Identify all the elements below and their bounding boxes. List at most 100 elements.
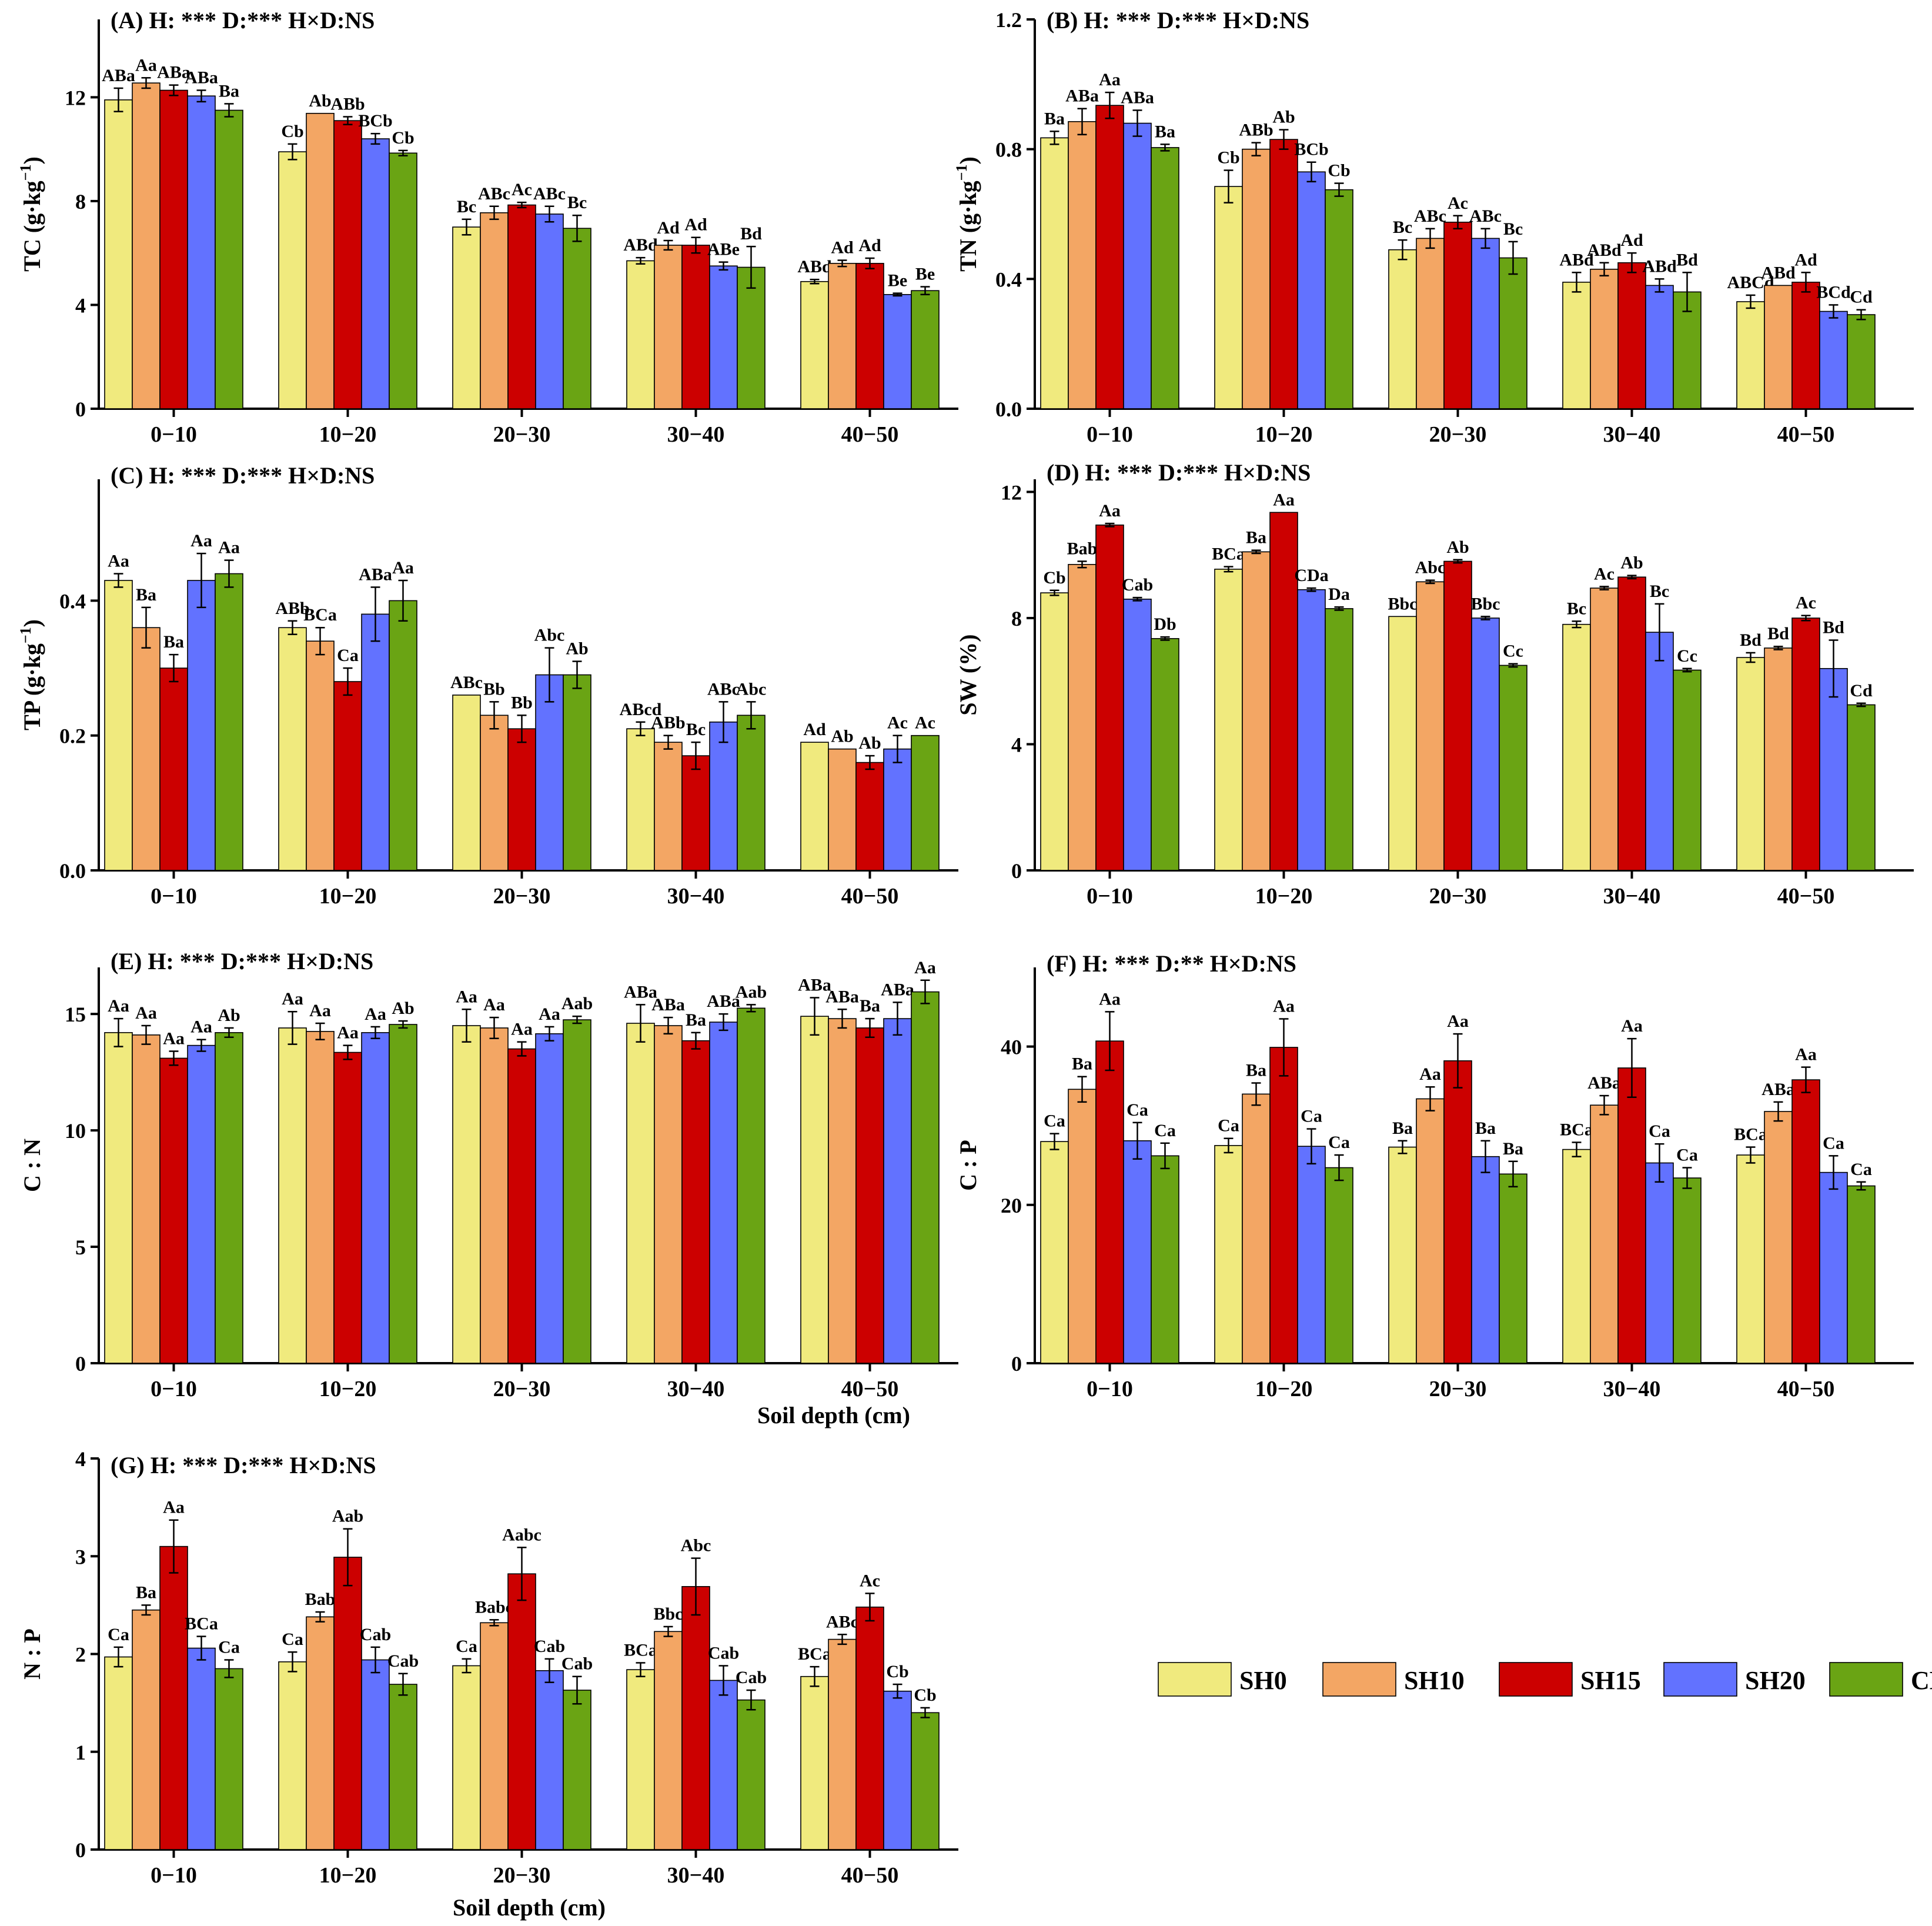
error-bar — [1077, 560, 1087, 569]
y-tick-label: 3 — [75, 1545, 86, 1568]
bar-f-sh20 — [1645, 1162, 1674, 1364]
significance-label: Aa — [1447, 1012, 1469, 1031]
bar-c-sh20 — [361, 613, 390, 871]
panel-c: 0.00.20.4TP (g·kg−1)(C) H: *** D:*** H×D… — [17, 462, 958, 909]
significance-label: Ba — [136, 585, 156, 605]
x-tick-label: 20−30 — [493, 884, 551, 909]
error-bar — [1682, 667, 1692, 673]
bar-e-sh10 — [480, 1027, 509, 1364]
bar-c-ck — [911, 735, 940, 871]
bar-f-sh0 — [1736, 1154, 1765, 1364]
bar-a-sh15 — [681, 245, 710, 409]
bar-b-sh20 — [1471, 238, 1500, 409]
error-bar — [1508, 663, 1518, 668]
y-tick-label: 12 — [65, 86, 86, 109]
bar-a-sh15 — [159, 89, 188, 409]
error-bar — [196, 1039, 206, 1052]
significance-label: Aa — [511, 1020, 533, 1039]
y-unit-close: ) — [955, 156, 981, 164]
significance-label: Bb — [511, 693, 533, 712]
significance-label: Bd — [1767, 624, 1789, 643]
panel-a: 0 4 8 12 TC (g·kg−1) (A) H: *** D:*** H×D:NS 0… — [17, 7, 958, 447]
significance-label: ABa — [825, 987, 859, 1006]
error-bar — [1829, 1155, 1839, 1190]
error-bar — [370, 1026, 380, 1039]
significance-label: Ac — [915, 713, 935, 733]
panel-title-c: (C) H: *** D:*** H×D:NS — [111, 462, 375, 489]
x-tick-label: 40−50 — [841, 1863, 899, 1888]
significance-label: Ab — [218, 1006, 240, 1025]
significance-label: Ca — [218, 1637, 240, 1657]
y-tick-label: 1.2 — [995, 8, 1022, 32]
significance-label: Ca — [1044, 1111, 1065, 1131]
error-bar — [141, 1604, 151, 1616]
significance-label: Aa — [1273, 996, 1295, 1016]
error-bar — [462, 1009, 472, 1043]
error-bar — [572, 1675, 582, 1705]
error-bar — [1480, 228, 1490, 249]
significance-label: Aa — [163, 1498, 185, 1517]
error-bar — [343, 1528, 353, 1587]
significance-label: Aa — [135, 55, 157, 75]
y-tick-label: 0 — [75, 1838, 86, 1862]
error-bar — [1508, 241, 1518, 275]
error-bar — [691, 236, 701, 254]
bar-e-sh20 — [361, 1032, 390, 1364]
significance-label: Aa — [365, 1004, 386, 1024]
x-tick-label: 10−20 — [319, 884, 377, 909]
bar-g-sh10 — [306, 1616, 335, 1850]
error-bar — [746, 1004, 756, 1013]
x-tick-label: 10−20 — [319, 1377, 377, 1401]
bar-c-sh15 — [855, 762, 884, 871]
bar-e-sh20 — [709, 1022, 738, 1364]
significance-label: ABa — [1121, 88, 1154, 107]
y-tick-label: 20 — [1001, 1194, 1022, 1217]
bar-f-sh15 — [1617, 1067, 1646, 1364]
x-tick-label: 0−10 — [1087, 884, 1133, 909]
bar-c-sh20 — [187, 580, 216, 871]
error-bar — [1049, 131, 1059, 145]
significance-label: Bb — [483, 679, 505, 699]
bar-f-sh20 — [1123, 1140, 1152, 1364]
bar-f-sh10 — [1590, 1104, 1619, 1364]
bar-g-sh20 — [535, 1670, 564, 1850]
legend-swatch-sh20 — [1663, 1662, 1737, 1697]
significance-label: ABd — [623, 235, 658, 255]
bar-a-sh10 — [654, 245, 683, 409]
significance-label: Ac — [860, 1571, 880, 1590]
x-tick-label: 0−10 — [151, 422, 197, 447]
error-bar — [1654, 1143, 1664, 1183]
bar-b-sh10 — [1590, 268, 1619, 409]
error-bar — [663, 1016, 673, 1035]
x-tick-label: 40−50 — [1777, 1377, 1835, 1401]
error-bar — [1160, 1142, 1170, 1170]
y-tick-label: 0.0 — [995, 398, 1022, 421]
error-bar — [1279, 129, 1289, 150]
y-tick-label: 40 — [1001, 1036, 1022, 1059]
x-tick-label: 20−30 — [1429, 422, 1487, 447]
bar-d-sh20 — [1819, 667, 1848, 871]
significance-label: ABa — [1587, 1073, 1621, 1093]
error-bar — [1251, 1082, 1261, 1106]
significance-label: Aab — [736, 982, 767, 1002]
y-tick-label: 0.0 — [59, 859, 86, 883]
y-tick-label: 0 — [75, 1352, 86, 1376]
error-bar — [572, 214, 582, 242]
bar-g-sh0 — [800, 1675, 829, 1850]
error-bar — [893, 735, 903, 763]
significance-label: Cc — [1503, 642, 1523, 661]
significance-label: Ad — [831, 238, 854, 258]
error-bar — [370, 132, 380, 145]
error-bar — [1105, 91, 1115, 119]
error-bar — [1746, 1146, 1756, 1164]
x-tick-label: 10−20 — [319, 1863, 377, 1888]
x-tick-label: 40−50 — [1777, 422, 1835, 447]
bar-c-sh15 — [333, 681, 362, 871]
significance-label: Ba — [1246, 528, 1266, 548]
error-bar — [1773, 645, 1783, 650]
bar-f-ck — [1151, 1155, 1179, 1364]
error-bar — [636, 256, 646, 265]
significance-label: Cb — [886, 1662, 908, 1681]
significance-label: Ba — [1155, 122, 1175, 141]
